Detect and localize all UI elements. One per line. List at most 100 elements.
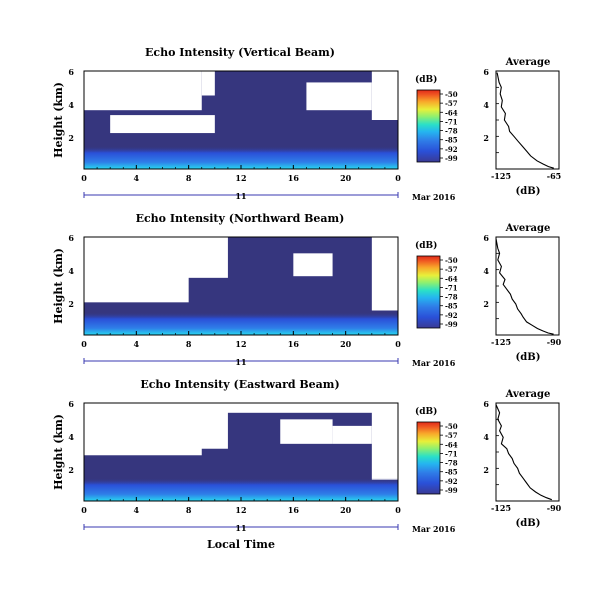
profile-x-label: (dB) (516, 352, 541, 363)
no-echo-region (306, 82, 372, 111)
profile-y-tick: 4 (483, 100, 489, 110)
profile-line (496, 72, 554, 169)
no-echo-region (332, 425, 372, 444)
x-tick-label: 12 (235, 339, 246, 349)
x-tick-label: 16 (288, 173, 300, 183)
colorbar-tick-label: -78 (445, 127, 458, 136)
x-tick-label: 4 (134, 339, 140, 349)
profile-y-tick: 6 (483, 67, 489, 77)
heatmap-area (83, 402, 399, 502)
y-tick-label: 6 (68, 233, 74, 243)
day-label: 11 (235, 191, 246, 201)
profile-y-tick: 2 (483, 133, 489, 143)
colorbar-tick-label: -92 (445, 311, 458, 320)
colorbar-tick-label: -71 (445, 449, 458, 458)
heatmap-area (83, 236, 399, 336)
colorbar-tick-label: -57 (445, 99, 458, 108)
colorbar (416, 421, 441, 495)
panel-northward: Echo Intensity (Northward Beam) Height (… (52, 212, 562, 368)
x-axis-label: Local Time (207, 538, 275, 551)
x-tick-label: 4 (134, 173, 140, 183)
x-tick-label: 16 (288, 339, 300, 349)
month-label: Mar 2016 (412, 524, 456, 534)
y-tick-label: 2 (68, 299, 74, 309)
profile-x-tick: -90 (547, 503, 562, 513)
colorbar-tick-label: -92 (445, 145, 458, 154)
profile-y-tick: 2 (483, 299, 489, 309)
colorbar-tick-label: -92 (445, 477, 458, 486)
profile-y-tick: 4 (483, 266, 489, 276)
profile-frame (495, 236, 560, 336)
profile-y-tick: 6 (483, 399, 489, 409)
profile-y-tick: 4 (483, 432, 489, 442)
colorbar-unit: (dB) (415, 74, 437, 85)
y-tick-label: 6 (68, 67, 74, 77)
x-tick-label: 4 (134, 505, 140, 515)
no-echo-region (123, 237, 228, 278)
surface-echo-band (84, 478, 398, 501)
profile-title: Average (505, 57, 551, 68)
no-echo-region (123, 403, 228, 449)
no-echo-region (201, 71, 215, 96)
heatmap-title: Echo Intensity (Vertical Beam) (145, 46, 335, 59)
no-echo-region (84, 71, 202, 111)
x-tick-label: 8 (186, 173, 192, 183)
profile-frame (495, 402, 560, 502)
colorbar-unit: (dB) (415, 406, 437, 417)
heatmap-area (83, 70, 399, 170)
y-axis-label: Height (km) (52, 414, 65, 490)
x-tick-label: 20 (340, 505, 352, 515)
no-echo-region (110, 115, 215, 134)
y-axis-label: Height (km) (52, 248, 65, 324)
surface-echo-band (84, 312, 398, 335)
colorbar-tick-label: -64 (445, 440, 458, 449)
colorbar-tick-label: -85 (445, 468, 458, 477)
month-label: Mar 2016 (412, 192, 456, 202)
colorbar-tick-label: -71 (445, 283, 458, 292)
profile-frame (495, 70, 560, 170)
y-tick-label: 6 (68, 399, 74, 409)
heatmap-title: Echo Intensity (Eastward Beam) (140, 378, 339, 391)
profile-x-tick: -125 (491, 503, 511, 513)
colorbar-tick-label: -99 (445, 486, 458, 495)
profile-line (495, 238, 554, 335)
colorbar-tick-label: -64 (445, 274, 458, 283)
y-axis-label: Height (km) (52, 82, 65, 158)
x-tick-label: 12 (235, 505, 246, 515)
no-echo-region (371, 403, 398, 480)
profile-x-label: (dB) (516, 518, 541, 529)
y-tick-label: 4 (68, 100, 74, 110)
no-echo-region (371, 71, 398, 120)
colorbar-tick-label: -64 (445, 108, 458, 117)
no-echo-region (280, 419, 333, 444)
y-tick-label: 2 (68, 465, 74, 475)
colorbar-tick-label: -78 (445, 293, 458, 302)
profile-y-tick: 2 (483, 465, 489, 475)
profile-title: Average (505, 389, 551, 400)
colorbar-tick-label: -50 (445, 422, 458, 431)
colorbar-tick-label: -99 (445, 320, 458, 329)
y-tick-label: 4 (68, 432, 74, 442)
x-tick-label: 0 (395, 339, 401, 349)
colorbar-unit: (dB) (415, 240, 437, 251)
profile-x-tick: -125 (491, 171, 511, 181)
month-label: Mar 2016 (412, 358, 456, 368)
profile-line (495, 404, 552, 501)
x-tick-label: 0 (81, 505, 87, 515)
colorbar (416, 255, 441, 329)
panel-vertical: Echo Intensity (Vertical Beam) Height (k… (52, 46, 561, 202)
x-tick-label: 16 (288, 505, 300, 515)
y-tick-label: 4 (68, 266, 74, 276)
colorbar-tick-label: -71 (445, 117, 458, 126)
x-tick-label: 0 (395, 505, 401, 515)
colorbar (416, 89, 441, 163)
profile-x-label: (dB) (516, 186, 541, 197)
colorbar-tick-label: -78 (445, 459, 458, 468)
colorbar-tick-label: -57 (445, 431, 458, 440)
day-label: 11 (235, 357, 246, 367)
profile-x-tick: -125 (491, 337, 511, 347)
x-tick-label: 20 (340, 173, 352, 183)
surface-echo-band (84, 146, 398, 169)
no-echo-region (84, 403, 398, 413)
